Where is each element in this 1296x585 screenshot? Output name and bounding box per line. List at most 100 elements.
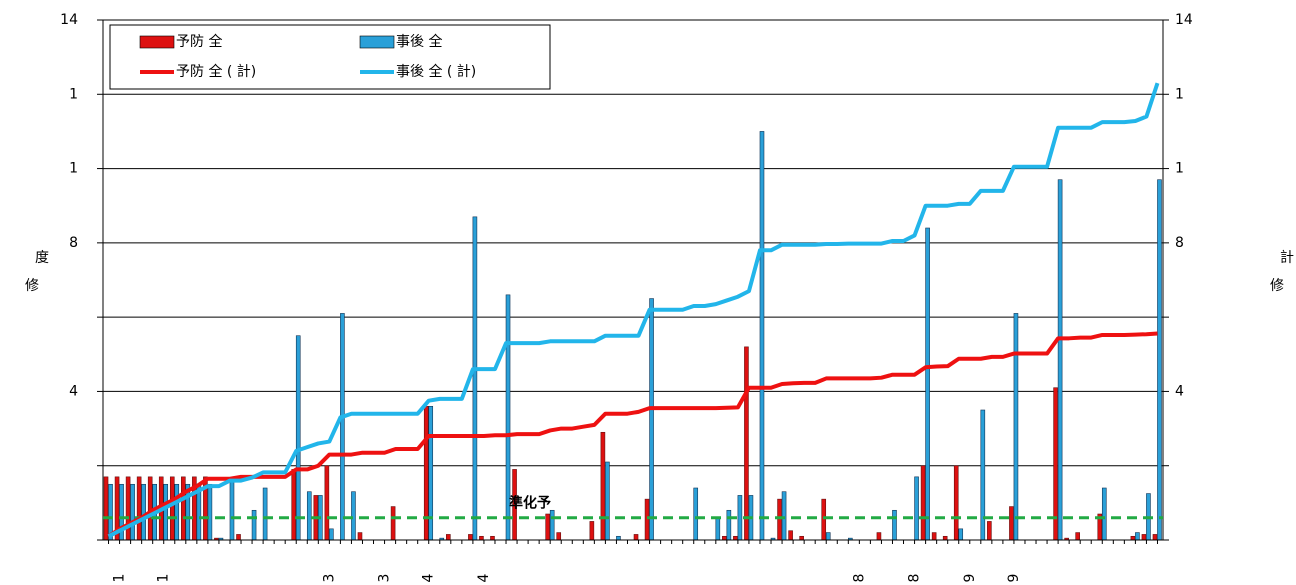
bar bbox=[825, 532, 831, 541]
bar bbox=[291, 469, 297, 541]
bar bbox=[737, 495, 743, 541]
bar bbox=[1101, 487, 1107, 541]
bar bbox=[605, 461, 610, 541]
legend-label: 事後 全 bbox=[396, 33, 442, 50]
y-tick-label: 1 bbox=[69, 161, 78, 177]
bar bbox=[876, 532, 882, 541]
bar bbox=[163, 483, 169, 541]
bar bbox=[262, 487, 268, 541]
bar bbox=[953, 465, 959, 541]
y-axis-label: 度 bbox=[35, 250, 49, 266]
bar bbox=[649, 298, 654, 541]
bar bbox=[468, 534, 473, 541]
bar bbox=[306, 491, 312, 541]
y-tick-label: 4 bbox=[69, 383, 78, 399]
bar bbox=[987, 521, 992, 541]
y2-axis-label: 計 bbox=[1280, 250, 1294, 266]
bar bbox=[1009, 506, 1014, 541]
reference-label: 準化予 bbox=[509, 495, 551, 512]
bar bbox=[169, 476, 175, 541]
bar bbox=[1157, 179, 1162, 541]
bar bbox=[1057, 179, 1063, 541]
legend-swatch bbox=[359, 35, 395, 49]
bar bbox=[931, 532, 937, 541]
bar bbox=[207, 483, 213, 541]
bar bbox=[1013, 313, 1019, 541]
x-tick-label: 3 bbox=[321, 574, 337, 583]
y-tick-label: 14 bbox=[60, 12, 78, 28]
bar bbox=[980, 409, 986, 541]
bar bbox=[781, 491, 787, 541]
bar bbox=[1075, 532, 1080, 541]
bar bbox=[147, 476, 153, 541]
y2-tick-label: 14 bbox=[1175, 12, 1193, 28]
bar bbox=[925, 227, 930, 541]
bar bbox=[428, 405, 434, 541]
bar bbox=[726, 509, 732, 541]
bar bbox=[136, 476, 142, 541]
x-tick-label: 8 bbox=[851, 574, 867, 583]
bar bbox=[616, 535, 621, 541]
bar bbox=[788, 530, 793, 541]
bar bbox=[329, 528, 334, 541]
bar bbox=[589, 521, 595, 541]
bar bbox=[722, 535, 727, 541]
cumulative-line bbox=[107, 82, 1160, 539]
x-tick-label: 9 bbox=[962, 574, 978, 583]
bar bbox=[340, 313, 345, 541]
x-tick-label: 9 bbox=[1006, 574, 1022, 583]
bar bbox=[324, 465, 330, 541]
bar bbox=[549, 509, 555, 541]
bar bbox=[556, 532, 562, 541]
bar bbox=[390, 506, 396, 541]
y-axis-label: 修 bbox=[25, 278, 39, 294]
bar bbox=[1141, 534, 1147, 541]
bar bbox=[1130, 535, 1136, 541]
bar bbox=[181, 476, 186, 541]
bar bbox=[103, 476, 109, 541]
bar bbox=[821, 498, 827, 541]
y2-axis-label: 修 bbox=[1270, 278, 1284, 294]
y2-tick-label: 1 bbox=[1175, 86, 1184, 102]
y-tick-label: 1 bbox=[69, 86, 78, 102]
bar bbox=[1135, 532, 1140, 541]
legend-label: 予防 全 ( 計) bbox=[176, 63, 256, 80]
bar bbox=[130, 483, 135, 541]
bar bbox=[644, 498, 650, 541]
bar bbox=[351, 491, 356, 541]
bar bbox=[942, 535, 948, 541]
bar bbox=[633, 534, 639, 541]
legend-swatch bbox=[139, 35, 175, 49]
bar bbox=[236, 534, 241, 541]
bar bbox=[295, 335, 301, 541]
bar bbox=[229, 480, 235, 541]
bar bbox=[472, 216, 478, 541]
bar bbox=[490, 535, 495, 541]
y2-tick-label: 8 bbox=[1175, 235, 1184, 251]
x-tick-label: 3 bbox=[377, 574, 393, 583]
bar bbox=[600, 431, 606, 541]
x-tick-label: 4 bbox=[476, 573, 492, 582]
bar bbox=[141, 483, 146, 541]
legend-box bbox=[109, 24, 551, 90]
bar bbox=[744, 346, 749, 541]
bar bbox=[715, 517, 721, 541]
legend-label: 予防 全 bbox=[176, 33, 222, 50]
bar bbox=[174, 483, 180, 541]
bar bbox=[914, 476, 919, 541]
bar bbox=[357, 532, 363, 541]
y-tick-label: 8 bbox=[69, 235, 78, 251]
x-tick-label: 8 bbox=[907, 574, 923, 583]
bar bbox=[125, 476, 131, 541]
x-tick-label: 4 bbox=[421, 573, 437, 582]
bar bbox=[892, 509, 897, 541]
x-tick-label: 1 bbox=[112, 574, 128, 583]
x-tick-label: 1 bbox=[156, 574, 172, 583]
bar bbox=[1152, 534, 1158, 541]
y2-tick-label: 4 bbox=[1175, 383, 1184, 399]
bar bbox=[733, 535, 738, 541]
bar bbox=[479, 535, 484, 541]
bar bbox=[251, 509, 257, 541]
bar bbox=[423, 405, 429, 541]
